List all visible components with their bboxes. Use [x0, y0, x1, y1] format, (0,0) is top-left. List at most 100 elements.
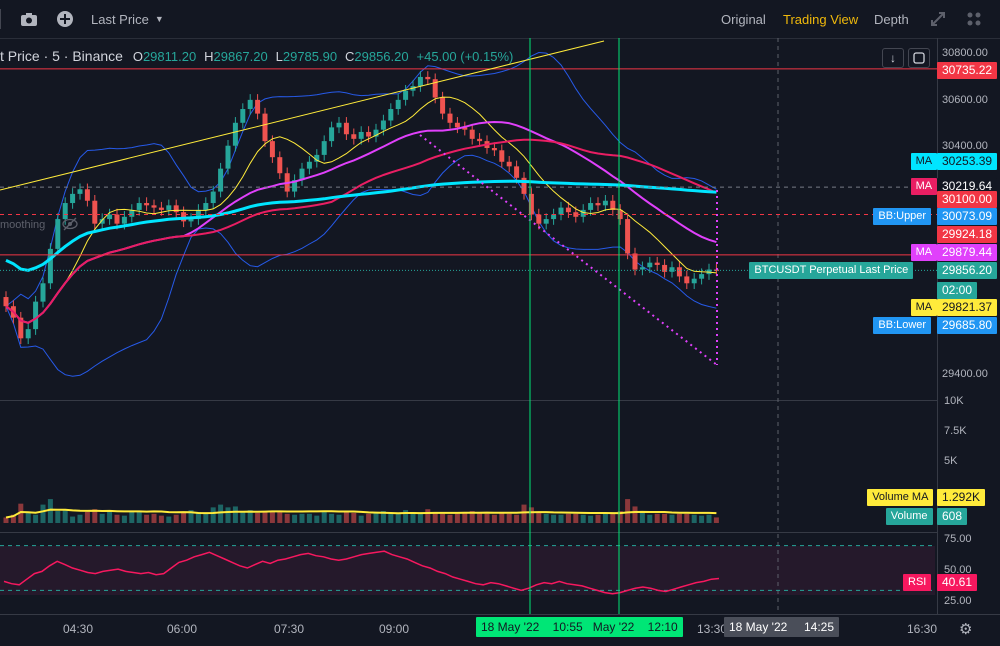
tab-trading-view[interactable]: Trading View — [783, 11, 859, 27]
ma-yellow-line — [5, 96, 717, 324]
price-chart[interactable] — [0, 38, 1000, 646]
volume-bar — [447, 514, 453, 523]
candle-body — [676, 267, 682, 277]
time-marker-label: 18 May '22 10:55 May '22 12:10 — [476, 617, 683, 637]
tab-depth[interactable]: Depth — [874, 11, 909, 27]
price-tag-value: 30253.39 — [937, 153, 998, 170]
projection-line — [419, 134, 718, 366]
grid-lines — [0, 38, 1000, 615]
volume-bar — [225, 507, 231, 523]
time-tick-label: 07:30 — [274, 622, 305, 636]
candle-body — [181, 212, 187, 222]
price-tag-name: MA — [910, 299, 938, 316]
candle-body — [713, 269, 719, 272]
volume-bar — [306, 513, 312, 523]
rsi-tick-label: 50.00 — [944, 564, 972, 576]
candle-body — [329, 127, 335, 142]
symbol-title: t Price · 5 · Binance — [0, 48, 123, 64]
price-tag-value: 30219.64 — [937, 178, 998, 195]
time-tick-label: 06:00 — [167, 622, 198, 636]
volume-bar — [647, 514, 653, 523]
fullscreen-icon[interactable] — [930, 0, 946, 38]
price-tag-value: 29879.44 — [937, 244, 998, 261]
volume-bar — [403, 510, 409, 523]
volume-tick-label: 10K — [944, 395, 964, 407]
candle-body — [321, 141, 327, 155]
volume-bar — [551, 514, 557, 523]
volume-bar — [144, 514, 150, 523]
candle-body — [632, 253, 638, 270]
candle-body — [558, 207, 564, 215]
volume-bar — [329, 513, 335, 523]
volume-bar — [129, 511, 135, 523]
volume-bar — [314, 515, 320, 523]
volume-bar — [55, 511, 61, 523]
candle-body — [447, 113, 453, 123]
close-label: C — [344, 49, 355, 64]
volume-bar — [3, 517, 9, 523]
open-label: O — [132, 49, 143, 64]
candle-body — [92, 200, 98, 224]
rsi-tag-name: RSI — [903, 574, 932, 591]
volume-bar — [40, 504, 46, 523]
candle-body — [203, 203, 209, 210]
volume-bar — [506, 513, 512, 523]
auto-scale-button[interactable] — [908, 48, 930, 68]
volume-bar — [440, 513, 446, 523]
volume-bar — [543, 513, 549, 523]
candle-body — [639, 267, 645, 270]
candle-body — [351, 134, 357, 139]
volume-bar — [573, 513, 579, 523]
price-tag-name: BTCUSDT Perpetual Last Price — [749, 262, 914, 279]
candle-body — [380, 120, 386, 130]
candle-body — [84, 189, 90, 201]
camera-icon[interactable] — [20, 0, 38, 38]
price-tag-value: 30073.09 — [937, 208, 998, 225]
price-tag-value: 02:00 — [937, 282, 978, 299]
candle-body — [240, 109, 246, 123]
settings-gear-icon[interactable]: ⚙ — [959, 621, 973, 638]
add-indicator-icon[interactable] — [56, 0, 74, 38]
candle-body — [691, 278, 697, 284]
pane-divider — [0, 532, 938, 533]
volume-bar — [151, 513, 157, 523]
volume-bar — [432, 511, 438, 523]
volume-bar — [181, 511, 187, 523]
bb-upper-line — [5, 51, 717, 307]
candle-body — [366, 131, 372, 137]
visibility-eye-icon[interactable] — [62, 217, 78, 236]
candle-body — [595, 203, 601, 206]
volume-bar — [528, 507, 534, 523]
candle-body — [602, 200, 608, 206]
candle-body — [536, 214, 542, 224]
rsi-tick-label: 75.00 — [944, 533, 972, 545]
candle-body — [277, 157, 283, 174]
grid-layout-icon[interactable] — [966, 0, 982, 38]
volume-bar — [33, 514, 39, 523]
open-value: 29811.20 — [142, 49, 197, 64]
candle-body — [432, 79, 438, 98]
candle-body — [669, 267, 675, 272]
scale-down-button[interactable]: ↓ — [882, 48, 904, 68]
price-type-select[interactable]: Last Price ▼ — [91, 0, 164, 38]
volume-bar — [484, 513, 490, 523]
candle-body — [158, 207, 164, 210]
price-tag-value: 30100.00 — [937, 191, 998, 208]
volume-bar — [617, 511, 623, 523]
rsi-tag-value: 40.61 — [937, 574, 978, 591]
caret-down-icon: ▼ — [154, 14, 164, 24]
pane-divider — [0, 400, 938, 401]
volume-bar — [699, 515, 705, 523]
candle-body — [40, 283, 46, 302]
volume-bar — [366, 513, 372, 523]
volume-bar — [713, 517, 719, 523]
volume-tick-label: 7.5K — [944, 425, 967, 437]
volume-bar — [99, 513, 105, 523]
volume-bar — [536, 512, 542, 523]
candle-body — [477, 138, 483, 142]
candle-body — [551, 214, 557, 220]
candle-body — [114, 214, 120, 224]
candle-body — [225, 145, 231, 169]
change-value: +45.00 (+0.15%) — [416, 49, 514, 64]
tab-original[interactable]: Original — [721, 11, 766, 27]
